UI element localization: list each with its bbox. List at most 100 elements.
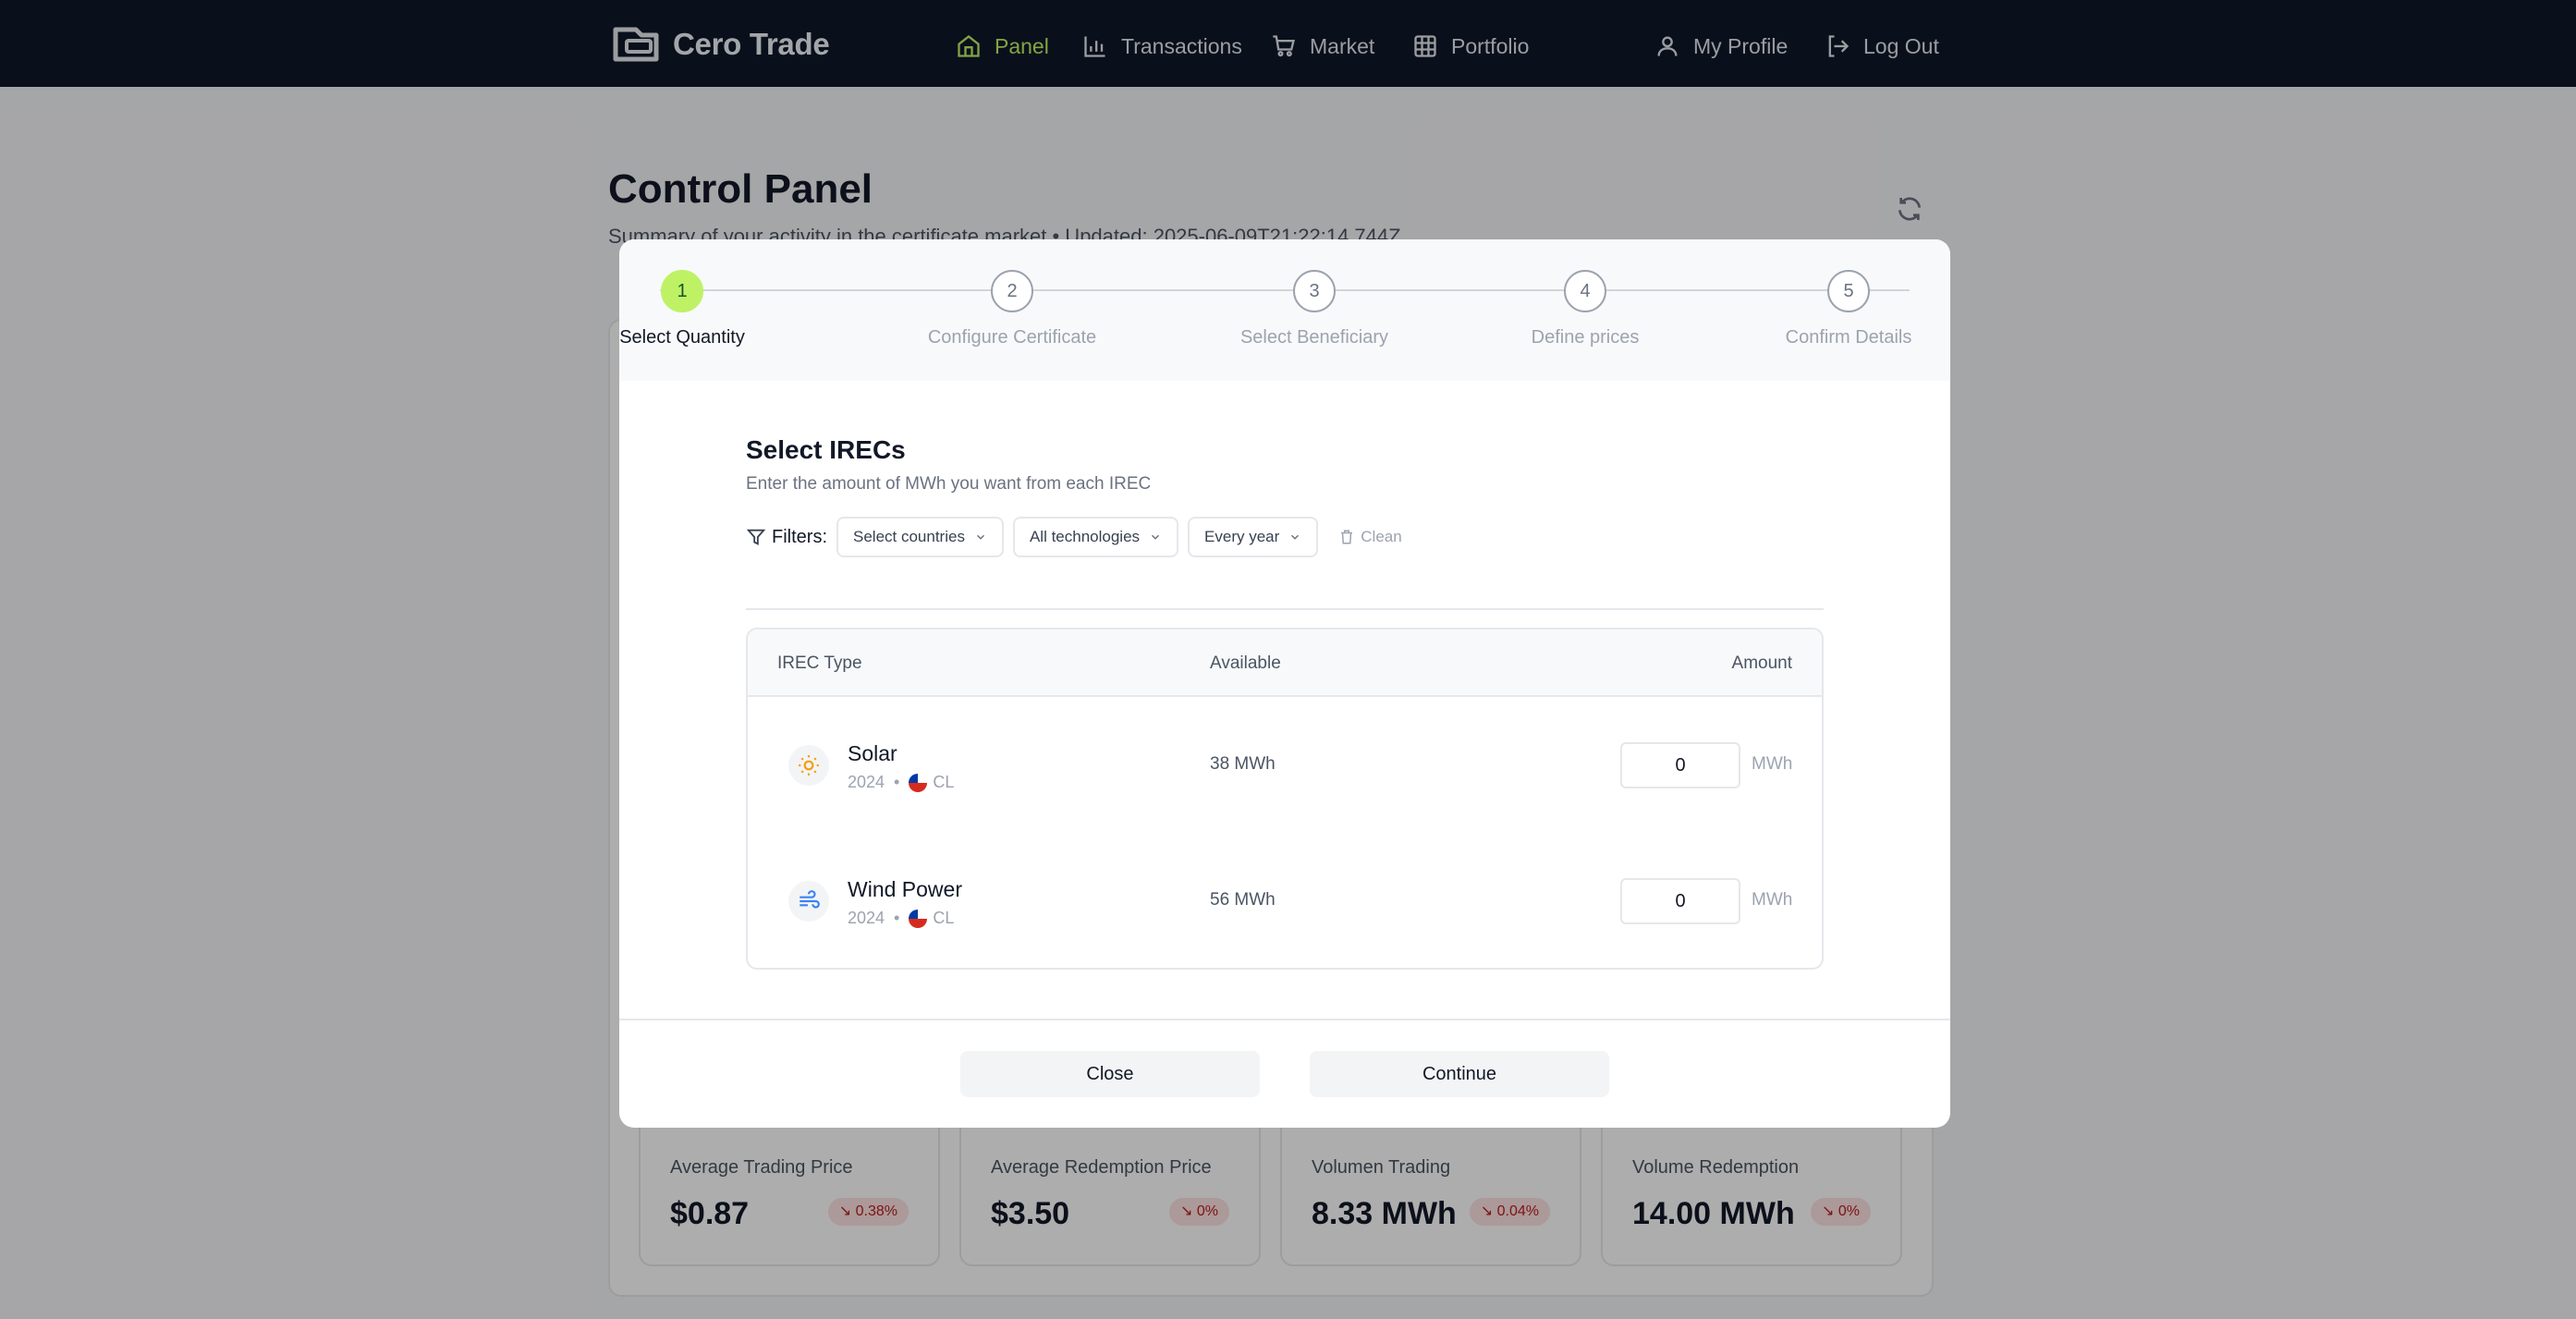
column-header-amount: Amount — [1731, 653, 1792, 673]
brand[interactable]: Cero Trade — [608, 24, 830, 65]
chile-flag-icon — [909, 773, 928, 792]
stat-change-value: 0% — [1196, 1203, 1218, 1219]
irec-icon — [788, 745, 829, 786]
close-button[interactable]: Close — [960, 1051, 1260, 1097]
step-number: 4 — [1564, 270, 1606, 312]
stepper: 1 Select Quantity 2 Configure Certificat… — [619, 239, 1950, 381]
filters-label-text: Filters: — [772, 526, 827, 547]
irec-name: Wind Power — [848, 877, 962, 901]
irec-year: 2024 — [848, 773, 885, 791]
chevron-down-icon — [976, 534, 984, 540]
clean-label: Clean — [1361, 528, 1402, 545]
chile-flag-icon — [909, 909, 928, 928]
year-select-value: Every year — [1204, 528, 1280, 545]
step-label: Select Beneficiary — [1239, 327, 1389, 348]
table-row-wind-power: Wind Power 2024 • CL 56 MWh MWh — [748, 835, 1822, 968]
stat-change-value: 0.38% — [855, 1203, 897, 1219]
separator-dot: • — [894, 909, 900, 927]
my-profile-label: My Profile — [1693, 33, 1789, 58]
continue-button[interactable]: Continue — [1310, 1051, 1609, 1097]
user-icon — [1657, 36, 1678, 56]
section-title: Select IRECs — [746, 435, 906, 464]
amount-unit: MWh — [1752, 890, 1793, 910]
year-select[interactable]: Every year — [1188, 517, 1319, 557]
step-1: 1 Select Quantity — [619, 270, 793, 362]
stat-change-badge: ↘ 0.04% — [1469, 1198, 1550, 1226]
footer-divider — [619, 1019, 1950, 1020]
countries-select[interactable]: Select countries — [836, 517, 1004, 557]
section-subtitle: Enter the amount of MWh you want from ea… — [746, 474, 1152, 494]
stat-value: $3.50 — [991, 1196, 1070, 1231]
amount-input[interactable] — [1620, 742, 1740, 788]
stat-label: Average Trading Price — [670, 1157, 853, 1178]
stat-change-value: 0% — [1837, 1203, 1860, 1219]
table-row-solar: Solar 2024 • CL 38 MWh MWh — [748, 699, 1822, 834]
irec-icon — [788, 881, 829, 922]
stat-change-badge: ↘ 0% — [1169, 1198, 1229, 1226]
step-4: 4 Define prices — [1474, 270, 1696, 362]
column-header-irec-type: IREC Type — [777, 653, 862, 673]
table-header: IREC Type Available Amount — [748, 629, 1822, 697]
amount-unit: MWh — [1752, 754, 1793, 774]
logout-link[interactable]: Log Out — [1825, 28, 1939, 65]
amount-input[interactable] — [1620, 878, 1740, 924]
stat-value: 8.33 MWh — [1312, 1196, 1457, 1231]
step-number: 1 — [661, 270, 703, 312]
stat-change-value: 0.04% — [1496, 1203, 1539, 1219]
stat-change-badge: ↘ 0% — [1811, 1198, 1871, 1226]
step-label: Define prices — [1531, 327, 1640, 348]
irec-meta: 2024 • CL — [848, 909, 954, 928]
step-number: 5 — [1827, 270, 1870, 312]
stat-change-badge: ↘ 0.38% — [827, 1198, 909, 1226]
step-5: 5 Confirm Details — [1738, 270, 1950, 362]
refresh-icon[interactable] — [1895, 194, 1924, 224]
stat-value: $0.87 — [670, 1196, 750, 1231]
cero-trade-logo-icon — [613, 27, 659, 62]
nav-item-panel[interactable]: Panel — [956, 28, 1049, 65]
nav-item-label: Market — [1310, 33, 1375, 58]
available-amount: 38 MWh — [1210, 754, 1276, 774]
top-navbar: Cero Trade Panel Transactions Market Por… — [0, 0, 2576, 87]
chevron-down-icon — [1152, 534, 1160, 540]
nav-item-portfolio[interactable]: Portfolio — [1412, 28, 1529, 65]
countries-select-value: Select countries — [853, 528, 965, 545]
bar-chart-icon — [1084, 36, 1105, 57]
page-title: Control Panel — [608, 166, 873, 212]
irec-meta: 2024 • CL — [848, 773, 954, 792]
nav-item-label: Transactions — [1121, 33, 1242, 58]
irec-year: 2024 — [848, 909, 885, 927]
nav-item-transactions[interactable]: Transactions — [1082, 28, 1242, 65]
nav-item-market[interactable]: Market — [1271, 28, 1374, 65]
filter-icon — [746, 529, 766, 545]
clean-filters-button[interactable]: Clean — [1338, 528, 1402, 546]
trash-icon — [1341, 530, 1353, 544]
home-icon — [958, 35, 980, 57]
stepper-line — [660, 289, 1910, 291]
brand-name: Cero Trade — [673, 27, 830, 61]
sun-icon — [799, 755, 819, 776]
divider — [746, 608, 1824, 610]
nav-item-label: Panel — [995, 33, 1049, 58]
stat-label: Average Redemption Price — [991, 1157, 1212, 1178]
technologies-select[interactable]: All technologies — [1012, 517, 1179, 557]
nav-item-label: Portfolio — [1451, 33, 1530, 58]
logout-icon — [1828, 35, 1850, 57]
column-header-available: Available — [1210, 653, 1281, 673]
irec-country: CL — [909, 773, 954, 792]
stat-label: Volumen Trading — [1312, 1157, 1451, 1178]
stat-label: Volume Redemption — [1632, 1157, 1800, 1178]
filters-label: Filters: — [746, 527, 827, 548]
step-label: Confirm Details — [1785, 327, 1912, 348]
grid-icon — [1414, 35, 1436, 57]
step-2: 2 Configure Certificate — [901, 270, 1123, 362]
irec-table: IREC Type Available Amount Solar 2024 • … — [746, 628, 1824, 970]
technologies-select-value: All technologies — [1029, 528, 1141, 545]
my-profile-link[interactable]: My Profile — [1654, 28, 1788, 65]
filters-bar: Filters: Select countries All technologi… — [746, 517, 1402, 557]
wind-icon — [800, 890, 820, 909]
irec-name: Solar — [848, 741, 897, 765]
step-label: Select Quantity — [619, 327, 745, 348]
available-amount: 56 MWh — [1210, 890, 1276, 910]
stat-value: 14.00 MWh — [1632, 1196, 1795, 1231]
logout-label: Log Out — [1863, 33, 1939, 58]
